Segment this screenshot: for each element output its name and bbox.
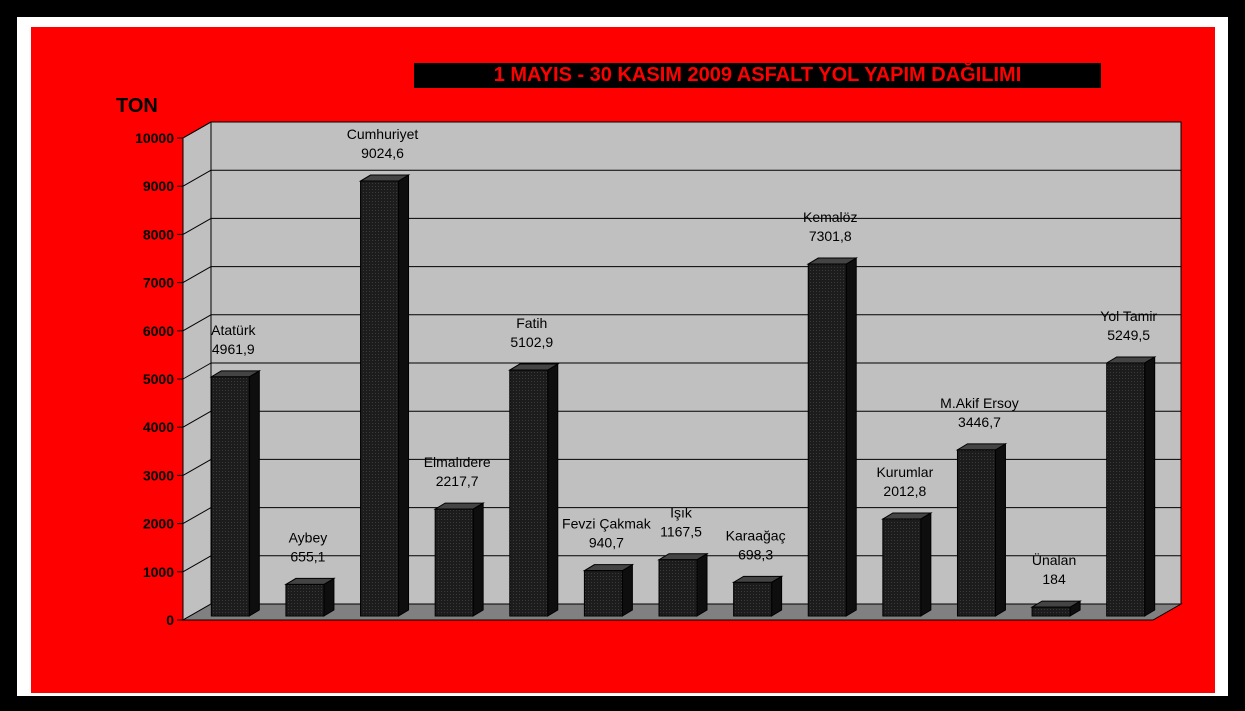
bar-side [1144, 356, 1156, 617]
y-tick-label: 8000 [143, 226, 174, 242]
bar-category-label: Yol Tamir [1100, 308, 1157, 324]
gridline-side [182, 555, 212, 573]
bar-value-label: 3446,7 [958, 414, 1001, 430]
bar-category-label: Aybey [289, 529, 328, 545]
bar [1031, 606, 1071, 617]
y-tick-label: 4000 [143, 419, 174, 435]
gridline-side [182, 410, 212, 428]
gridline-side [182, 266, 212, 284]
gridline-side [182, 121, 212, 139]
bar-category-label: Kurumlar [876, 464, 933, 480]
chart-title: 1 MAYIS - 30 KASIM 2009 ASFALT YOL YAPIM… [414, 63, 1101, 88]
bar-value-label: 2217,7 [436, 473, 479, 489]
gridline-side [182, 169, 212, 187]
gridline-side [182, 314, 212, 332]
bar-value-label: 940,7 [589, 535, 624, 551]
y-tick-label: 2000 [143, 516, 174, 532]
bar [733, 581, 773, 617]
bar [285, 583, 325, 617]
bar [509, 369, 549, 617]
bar-category-label: Fatih [516, 315, 547, 331]
bar-category-label: Ünalan [1032, 551, 1076, 568]
gridline-side [182, 507, 212, 525]
gridline-side [182, 217, 212, 235]
bar-side [472, 502, 484, 617]
bar-value-label: 9024,6 [361, 145, 404, 161]
bar [658, 559, 698, 617]
bar-value-label: 7301,8 [809, 228, 852, 244]
bar-category-label: Kemalöz [803, 209, 857, 225]
bar-category-label: Fevzi Çakmak [562, 516, 652, 532]
bar [210, 376, 250, 617]
bar-side [845, 257, 857, 617]
bar-category-label: Elmalıdere [424, 454, 491, 470]
bar-side [621, 563, 633, 617]
bar [583, 570, 623, 617]
bar-category-label: M.Akif Ersoy [940, 395, 1019, 411]
bar-side [771, 575, 783, 617]
bar-side [248, 369, 260, 617]
bar [1106, 362, 1146, 617]
y-tick-label: 10000 [135, 130, 174, 146]
y-tick-label: 7000 [143, 275, 174, 291]
bar-value-label: 4961,9 [212, 341, 255, 357]
bar-value-label: 184 [1042, 571, 1066, 587]
bar [360, 180, 400, 617]
bar [434, 508, 474, 617]
bar-value-label: 2012,8 [883, 483, 926, 499]
y-tick-label: 5000 [143, 371, 174, 387]
bar-side [920, 512, 932, 617]
y-axis-label: TON [116, 95, 158, 117]
bar-side [696, 552, 708, 617]
y-tick-label: 0 [166, 612, 174, 628]
bar-category-label: Atatürk [211, 322, 256, 338]
bar-category-label: Işık [670, 505, 693, 521]
y-tick-label: 6000 [143, 323, 174, 339]
bar-value-label: 1167,5 [660, 524, 702, 540]
y-tick-label: 3000 [143, 467, 174, 483]
bar-side [547, 363, 559, 617]
bar-value-label: 5102,9 [510, 334, 553, 350]
bar [882, 518, 922, 617]
bar [807, 263, 847, 617]
bar-category-label: Karaağaç [726, 527, 786, 543]
bar-value-label: 5249,5 [1107, 327, 1150, 343]
bar-category-label: Cumhuriyet [347, 126, 419, 142]
gridline-side [182, 362, 212, 380]
y-tick-label: 9000 [143, 178, 174, 194]
bar-value-label: 698,3 [738, 546, 773, 562]
bar [956, 449, 996, 617]
bar-side [398, 174, 410, 617]
bar-side [994, 442, 1006, 617]
gridline-side [182, 458, 212, 476]
bar-value-label: 655,1 [290, 548, 325, 564]
y-tick-label: 1000 [143, 564, 174, 580]
